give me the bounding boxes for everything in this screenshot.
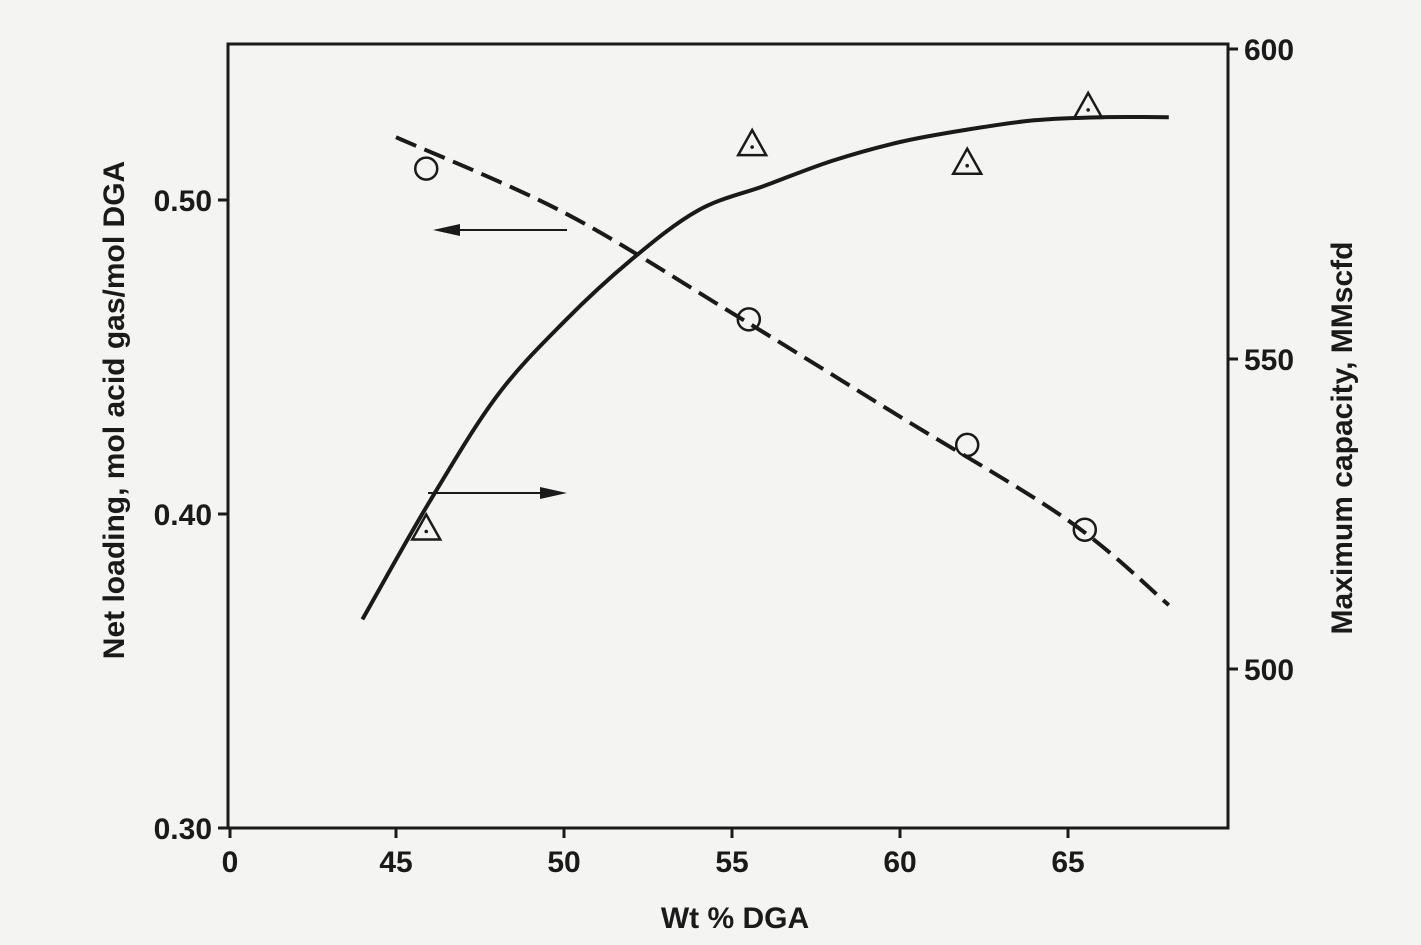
right-arrowhead-icon [540,487,567,499]
right-y-axis-title: Maximum capacity, MMscfd [1326,242,1359,635]
x-tick-label: 55 [715,846,748,879]
x-tick-label: 50 [547,846,580,879]
triangle-marker [410,511,443,541]
left-y-axis-title: Net loading, mol acid gas/mol DGA [98,161,131,659]
right-y-tick-label: 500 [1244,654,1294,687]
right-y-tick-label: 600 [1244,34,1294,67]
right-y-axis: 500 550 600 [1228,34,1294,687]
left-y-tick-label: 0.50 [154,185,212,218]
net-loading-point [1072,517,1098,542]
net-loading-line [395,135,1171,607]
left-y-tick-label: 0.40 [154,499,212,532]
x-tick-label: 65 [1051,846,1084,879]
left-y-axis: 0.30 0.40 0.50 [154,185,228,846]
x-tick-label-break: 0 [222,846,239,879]
annotation-arrows [428,224,567,499]
x-tick-label: 45 [379,846,412,879]
triangle-center-dot [965,163,969,168]
triangle-center-dot [750,145,754,149]
x-axis-title: Wt % DGA [661,902,809,935]
series-layer [360,90,1171,621]
right-y-tick-label: 550 [1244,344,1294,377]
triangle-marker [951,146,984,175]
net-loading-point [954,432,980,458]
maximum-capacity-point [410,511,443,541]
maximum-capacity-line [360,114,1169,621]
x-tick-label: 60 [883,846,916,879]
maximum-capacity-point [736,127,769,157]
plot-frame [226,42,1230,830]
x-axis: 0 45 50 55 60 65 [222,828,1085,879]
triangle-marker [736,127,769,157]
maximum-capacity-point [1072,90,1105,120]
net-loading-point [413,156,439,181]
left-arrowhead-icon [433,224,460,236]
triangle-marker [1072,90,1105,120]
net-loading-point [736,307,762,332]
left-y-tick-label: 0.30 [154,813,212,846]
maximum-capacity-point [951,146,984,175]
triangle-center-dot [1086,108,1090,112]
triangle-center-dot [424,529,429,534]
